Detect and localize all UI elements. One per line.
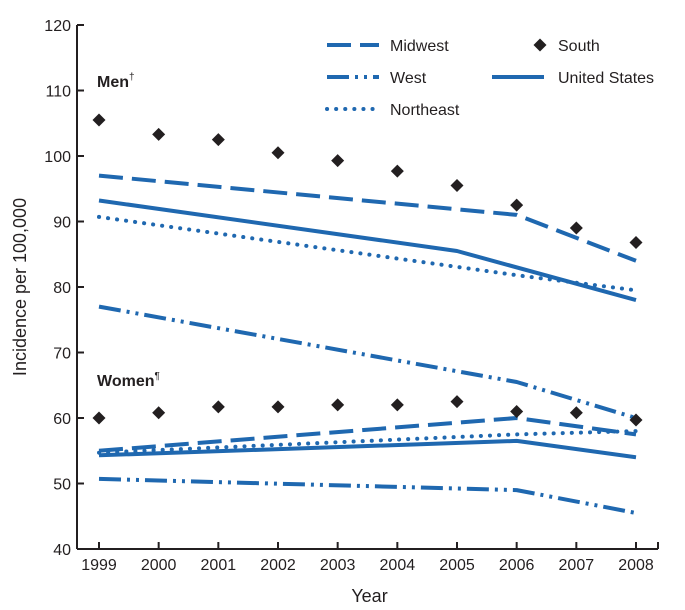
group-label-women-footnote: ¶ <box>154 371 159 382</box>
united-states-women-line <box>98 438 637 460</box>
x-tick-label: 2000 <box>141 557 177 574</box>
legend-label-northeast: Northeast <box>390 102 460 119</box>
legend-item-south: South <box>533 38 600 55</box>
data-point-diamond <box>152 406 166 420</box>
data-point-diamond <box>92 113 106 127</box>
data-point-diamond <box>271 400 285 414</box>
y-tick-label: 40 <box>53 542 71 559</box>
y-tick-label: 80 <box>53 280 71 297</box>
group-label-men: Men† <box>97 72 135 91</box>
data-point-diamond <box>629 413 643 427</box>
northeast-women-line <box>97 429 638 455</box>
data-point-diamond <box>331 398 345 412</box>
group-label-women-text: Women <box>97 373 154 390</box>
united-states-men-line <box>98 198 637 303</box>
data-point-diamond <box>390 398 404 412</box>
x-tick-label: 2006 <box>499 557 535 574</box>
legend-label-midwest: Midwest <box>390 38 449 55</box>
data-point-diamond <box>569 221 583 235</box>
legend-label-united-states: United States <box>558 70 654 87</box>
y-tick-label: 90 <box>53 215 71 232</box>
legend-label-west: West <box>390 70 427 87</box>
x-tick-label: 2008 <box>618 557 654 574</box>
x-tick-label: 2001 <box>201 557 237 574</box>
x-tick-label: 2007 <box>559 557 595 574</box>
data-point-diamond <box>92 411 106 425</box>
axes: 40 50 60 70 80 90 100 110 120 1999 2000 2001 2002 200… <box>44 18 659 574</box>
y-tick-label: 100 <box>44 149 71 166</box>
data-point-diamond <box>569 406 583 420</box>
x-tick-label: 2002 <box>260 557 296 574</box>
legend-swatch-south <box>533 38 547 52</box>
west-men-line <box>98 304 637 420</box>
legend-item-west: West <box>327 70 427 87</box>
data-point-diamond <box>450 178 464 192</box>
data-point-diamond <box>390 164 404 178</box>
data-point-diamond <box>510 404 524 418</box>
x-tick-label: 1999 <box>81 557 117 574</box>
south-men-markers <box>92 113 643 249</box>
legend-item-midwest: Midwest <box>327 38 449 55</box>
data-point-diamond <box>211 133 225 147</box>
x-tick-label: 2003 <box>320 557 356 574</box>
x-axis-title: Year <box>351 586 387 606</box>
data-point-diamond <box>211 400 225 414</box>
data-point-diamond <box>629 235 643 249</box>
group-label-men-footnote: † <box>129 72 135 83</box>
group-label-men-text: Men <box>97 74 129 91</box>
legend-item-united-states: United States <box>492 70 654 87</box>
legend: Midwest South West United States Northeast <box>325 38 654 119</box>
x-tick-label: 2004 <box>380 557 416 574</box>
y-tick-label: 60 <box>53 411 71 428</box>
y-tick-label: 70 <box>53 346 71 363</box>
data-point-diamond <box>331 154 345 168</box>
y-tick-label: 110 <box>45 84 71 101</box>
annotations: Men† Women¶ <box>97 72 160 390</box>
legend-item-northeast: Northeast <box>325 102 460 119</box>
data-point-diamond <box>510 198 524 212</box>
y-tick-label: 120 <box>44 18 71 35</box>
y-tick-label: 50 <box>53 477 71 494</box>
data-point-diamond <box>450 395 464 409</box>
series-layer <box>92 113 643 515</box>
west-women-line <box>98 476 637 515</box>
midwest-women-line <box>98 416 637 453</box>
group-label-women: Women¶ <box>97 371 160 390</box>
x-tick-label: 2005 <box>439 557 475 574</box>
data-point-diamond <box>152 127 166 141</box>
data-point-diamond <box>271 146 285 160</box>
northeast-men-line <box>97 214 638 293</box>
legend-label-south: South <box>558 38 600 55</box>
y-axis-title: Incidence per 100,000 <box>10 198 30 376</box>
midwest-men-line <box>98 173 637 263</box>
south-women-markers <box>92 395 643 427</box>
